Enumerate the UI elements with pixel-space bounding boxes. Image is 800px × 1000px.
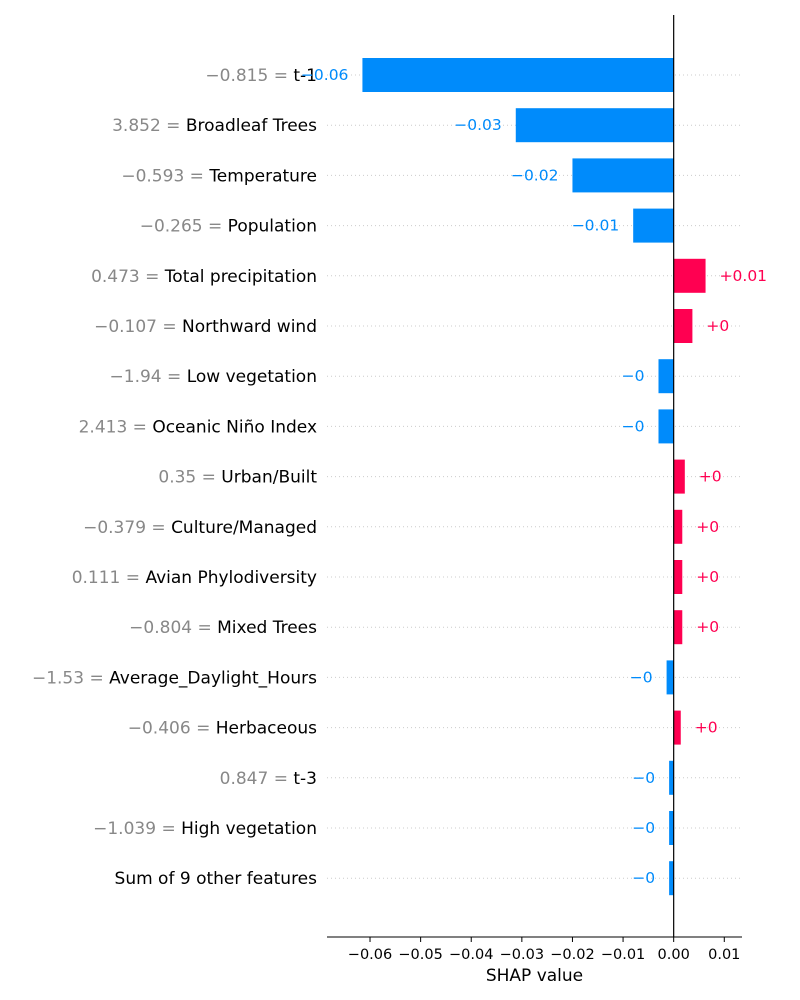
feature-value: −0.107 =	[94, 317, 182, 337]
shap-value-label: +0	[699, 468, 722, 486]
shap-value-label: −0	[622, 417, 645, 435]
feature-label: Sum of 9 other features	[115, 869, 318, 889]
shap-bar	[673, 459, 685, 494]
feature-label: −0.815 = t-1	[205, 66, 317, 86]
feature-label: −0.804 = Mixed Trees	[129, 618, 317, 638]
feature-value: −0.406 =	[128, 719, 216, 739]
shap-bar	[515, 108, 674, 143]
feature-label: 0.111 = Avian Phylodiversity	[72, 568, 317, 588]
feature-value: −1.94 =	[110, 367, 187, 387]
shap-value-label: −0	[630, 668, 653, 686]
x-tick-label: −0.04	[449, 947, 493, 963]
shap-bar	[658, 359, 674, 394]
shap-value-label: −0	[632, 819, 655, 837]
feature-value: −0.379 =	[83, 518, 171, 538]
feature-label: −1.94 = Low vegetation	[110, 367, 317, 387]
shap-bar	[669, 760, 674, 795]
shap-value-label: −0.01	[572, 217, 620, 235]
feature-label: −0.107 = Northward wind	[94, 317, 317, 337]
feature-name: Temperature	[208, 166, 317, 186]
shap-value-label: −0	[622, 367, 645, 385]
feature-name: Avian Phylodiversity	[145, 568, 317, 588]
feature-value: −0.593 =	[121, 166, 209, 186]
x-tick-label: 0.01	[708, 947, 740, 963]
feature-name: Mixed Trees	[217, 618, 317, 638]
feature-name: Population	[228, 217, 317, 237]
feature-name: Sum of 9 other features	[115, 869, 318, 889]
bars	[362, 58, 706, 896]
x-tick-label: −0.02	[550, 947, 594, 963]
feature-name: Average_Daylight_Hours	[109, 668, 317, 688]
x-tick-label: −0.03	[500, 947, 544, 963]
feature-labels: −0.815 = t-1 3.852 = Broadleaf Trees −0.59…	[32, 66, 317, 889]
feature-label: −0.593 = Temperature	[121, 166, 317, 186]
x-axis-title: SHAP value	[486, 966, 583, 986]
feature-label: −1.53 = Average_Daylight_Hours	[32, 668, 317, 688]
shap-value-label: −0	[632, 869, 655, 887]
x-tick-label: −0.06	[348, 947, 392, 963]
feature-label: 0.473 = Total precipitation	[91, 267, 317, 287]
shap-bar	[673, 258, 706, 293]
feature-name: t-1	[293, 66, 317, 86]
x-tick-label: −0.05	[398, 947, 442, 963]
feature-label: 0.35 = Urban/Built	[158, 468, 317, 488]
shap-value-label: −0.03	[454, 116, 502, 134]
x-axis: −0.06 −0.05 −0.04 −0.03 −0.02 −0.01 0.00 0.01	[327, 936, 742, 963]
feature-name: Culture/Managed	[171, 518, 317, 538]
feature-name: Low vegetation	[187, 367, 317, 387]
shap-bar	[669, 811, 674, 845]
feature-label: −0.379 = Culture/Managed	[83, 518, 317, 538]
feature-label: −1.039 = High vegetation	[93, 819, 317, 839]
feature-label: −0.265 = Population	[140, 217, 317, 237]
shap-bar	[673, 610, 683, 645]
feature-name: Total precipitation	[164, 267, 317, 287]
feature-value: 0.473 =	[91, 267, 165, 287]
data-labels: −0.06 −0.03 −0.02 −0.01 +0.01 +0 −0 −0 +0 +0 +0 +0 −…	[301, 66, 767, 887]
feature-value: 3.852 =	[112, 116, 186, 136]
feature-value: 0.847 =	[220, 769, 294, 789]
feature-value: −1.53 =	[32, 668, 109, 688]
feature-name: t-3	[293, 769, 317, 789]
shap-bar	[362, 58, 674, 92]
feature-value: −0.265 =	[140, 217, 228, 237]
feature-value: 2.413 =	[79, 417, 153, 437]
shap-bar	[633, 208, 674, 243]
shap-value-label: +0	[695, 719, 718, 737]
feature-value: −1.039 =	[93, 819, 181, 839]
shap-value-label: −0	[632, 769, 655, 787]
feature-name: High vegetation	[181, 819, 317, 839]
feature-name: Herbaceous	[216, 719, 317, 739]
shap-value-label: +0	[696, 568, 719, 586]
feature-name: Oceanic Niño Index	[152, 417, 317, 437]
shap-value-label: +0	[696, 618, 719, 636]
x-tick-label: −0.01	[601, 947, 645, 963]
shap-bar	[673, 509, 683, 544]
feature-name: Broadleaf Trees	[186, 116, 317, 136]
feature-name: Northward wind	[182, 317, 317, 337]
shap-bar	[666, 660, 674, 695]
x-tick-label: 0.00	[658, 947, 690, 963]
shap-bar	[572, 158, 674, 193]
feature-label: 2.413 = Oceanic Niño Index	[79, 417, 317, 437]
shap-bar	[673, 309, 693, 343]
shap-bar	[669, 861, 674, 896]
shap-bar	[673, 710, 681, 745]
feature-label: 3.852 = Broadleaf Trees	[112, 116, 317, 136]
feature-label: 0.847 = t-3	[220, 769, 317, 789]
feature-label: −0.406 = Herbaceous	[128, 719, 317, 739]
shap-value-label: +0	[696, 518, 719, 536]
feature-value: 0.111 =	[72, 568, 146, 588]
shap-value-label: −0.06	[301, 66, 349, 84]
feature-value: −0.804 =	[129, 618, 217, 638]
feature-value: 0.35 =	[158, 468, 221, 488]
shap-bar	[658, 409, 674, 444]
shap-value-label: +0	[706, 317, 729, 335]
feature-name: Urban/Built	[221, 468, 317, 488]
shap-value-label: −0.02	[511, 166, 559, 184]
feature-value: −0.815 =	[205, 66, 293, 86]
shap-value-label: +0.01	[720, 267, 768, 285]
shap-bar	[673, 560, 683, 594]
